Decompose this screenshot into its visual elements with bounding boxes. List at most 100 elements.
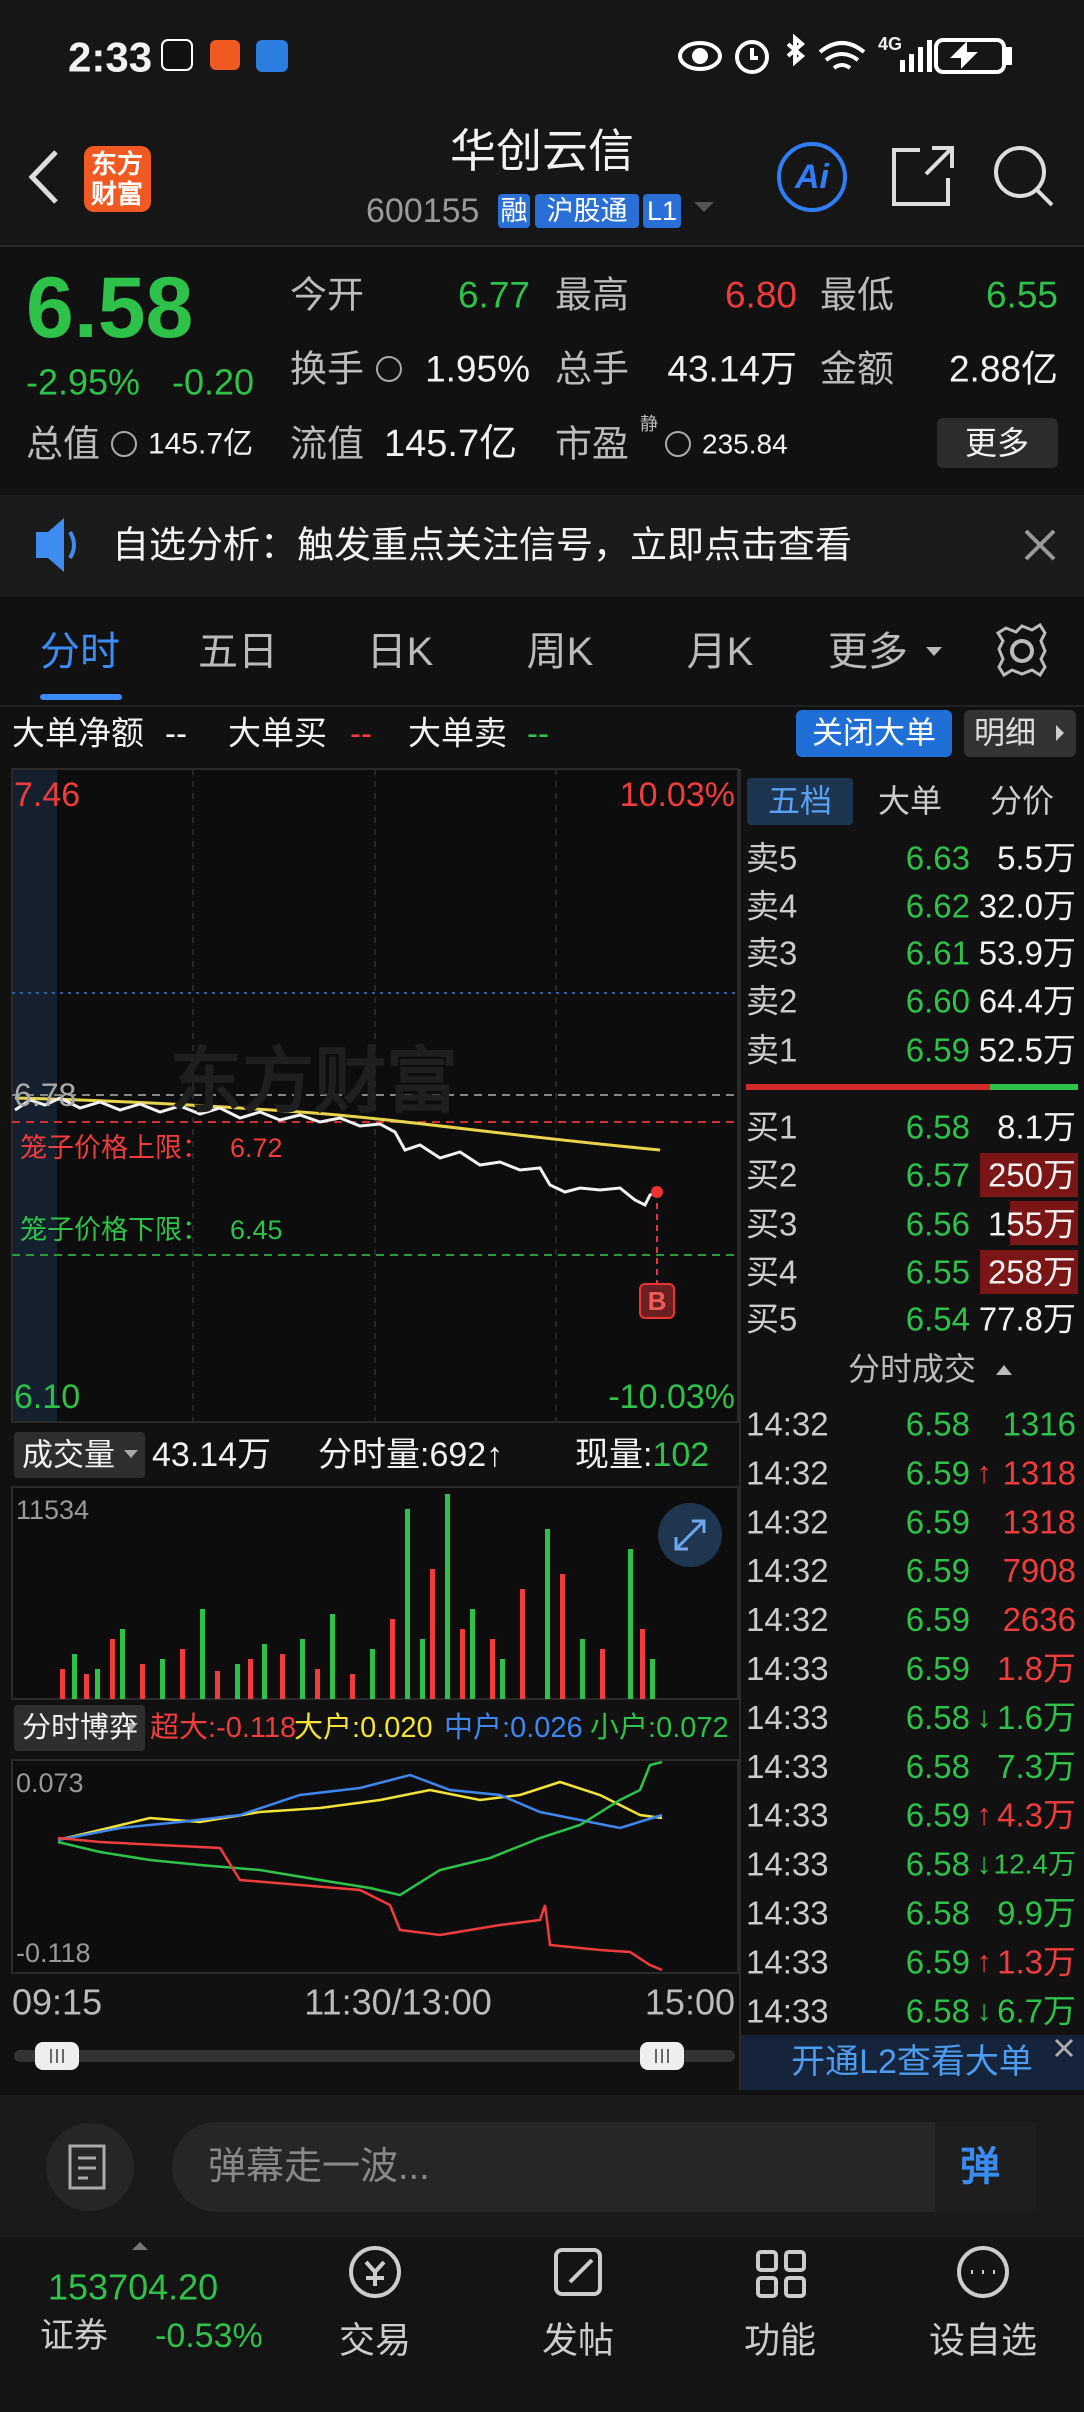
trade-price: 6.58 — [906, 1748, 970, 1785]
sort-icon — [996, 1365, 1012, 1375]
nav-item[interactable]: 交易 — [339, 2320, 411, 2361]
book-level: 卖3 — [746, 935, 797, 972]
close-banner[interactable] — [1054, 2038, 1074, 2058]
field-value: 6.77 — [458, 275, 530, 316]
trade-price: 6.59 — [906, 1454, 970, 1491]
book-price: 6.61 — [906, 935, 970, 972]
period-tab[interactable]: 周K — [527, 630, 594, 674]
volume-total: 43.14万 — [152, 1436, 271, 1474]
period-tab[interactable]: 分时 — [40, 630, 120, 674]
big-order-label: 大单买 — [228, 715, 327, 752]
volume-axis-max: 11534 — [16, 1495, 89, 1525]
book-volume: 77.8万 — [979, 1301, 1076, 1338]
trade-arrow: ↑ — [977, 1945, 992, 1978]
detail-arrow — [1056, 725, 1064, 741]
speaker-icon — [36, 518, 64, 572]
status-time: 2:33 — [68, 34, 152, 81]
trade-time: 14:33 — [746, 1846, 829, 1883]
trade-volume: 6.7万 — [997, 1992, 1076, 2029]
more-button[interactable] — [937, 418, 1058, 468]
super-large-line — [57, 1836, 663, 1972]
trade-volume: 1316 — [1003, 1406, 1076, 1443]
period-tab[interactable]: 五日 — [198, 630, 278, 674]
period-tab[interactable]: 月K — [687, 630, 754, 674]
danmaku-button[interactable] — [935, 2122, 1036, 2212]
close-notice[interactable] — [1024, 529, 1056, 561]
trade-time: 14:32 — [746, 1601, 829, 1638]
nav-item[interactable]: 功能 — [744, 2320, 816, 2361]
book-separator-red — [746, 1084, 990, 1090]
big-order-label: 大单净额 — [12, 715, 144, 752]
ai-label: Ai — [794, 158, 831, 196]
book-price: 6.57 — [906, 1157, 970, 1194]
volume-minute: 分时量:692↑ — [318, 1436, 503, 1474]
lower-limit-label: 笼子价格下限： — [20, 1215, 209, 1245]
book-tab[interactable]: 大单 — [878, 783, 942, 819]
volume-highlight — [1010, 1201, 1078, 1245]
l2-banner-bg[interactable] — [741, 2035, 1084, 2090]
detail-button[interactable] — [964, 710, 1076, 757]
trade-time: 14:33 — [746, 1992, 829, 2029]
share-button[interactable] — [892, 146, 954, 206]
period-tab[interactable]: 更多 — [828, 630, 908, 674]
book-volume: 155万 — [988, 1206, 1076, 1243]
buy-marker[interactable] — [639, 1283, 675, 1319]
price-axis-max: 7.46 — [14, 776, 80, 814]
field-value: 235.84 — [702, 429, 788, 460]
trade-arrow: ↓ — [977, 1701, 992, 1734]
game-item-part: 0.026 — [510, 1712, 583, 1744]
field-label: 最低 — [820, 275, 894, 316]
trades-title: 分时成交 — [848, 1351, 976, 1387]
trade-time: 14:33 — [746, 1895, 829, 1932]
book-tab[interactable]: 分价 — [990, 783, 1054, 819]
comment-input[interactable] — [172, 2122, 1036, 2212]
trade-time: 14:32 — [746, 1503, 829, 1540]
nav-item[interactable]: 发帖 — [542, 2320, 614, 2361]
game-axis-max: 0.073 — [16, 1768, 84, 1798]
game-selector: 分时博弈 — [22, 1711, 138, 1744]
game-item-part: 中户: — [444, 1711, 510, 1744]
app-icon — [210, 40, 240, 70]
game-selector-bg[interactable] — [14, 1705, 145, 1751]
trade-time: 14:33 — [746, 1699, 829, 1736]
game-item: 大户:0.020 — [294, 1711, 433, 1744]
field-label: 流值 — [290, 424, 364, 465]
dropdown-icon[interactable] — [694, 202, 714, 212]
big-order-value: -- — [350, 715, 372, 752]
app-icon — [256, 40, 288, 72]
book-price: 6.56 — [906, 1206, 970, 1243]
close-big-order-button[interactable] — [796, 710, 952, 757]
book-tab[interactable]: 五档 — [768, 783, 832, 819]
range-track[interactable] — [14, 2050, 735, 2062]
game-item: 超大:-0.118 — [150, 1711, 296, 1744]
marker-dot — [651, 1186, 663, 1198]
back-button[interactable] — [28, 150, 58, 204]
settings-button[interactable] — [995, 622, 1047, 678]
period-tab[interactable]: 日K — [367, 630, 434, 674]
status-icons — [678, 33, 1012, 74]
expand-arrow — [132, 2242, 148, 2250]
book-tab-active[interactable] — [747, 778, 853, 825]
upper-limit-value: 6.72 — [230, 1133, 283, 1163]
book-price: 6.62 — [906, 888, 970, 925]
book-price: 6.54 — [906, 1301, 970, 1338]
trade-volume: 9.9万 — [997, 1895, 1076, 1932]
game-item: 小户:0.072 — [590, 1711, 729, 1744]
book-volume: 53.9万 — [979, 935, 1076, 972]
l2-banner-text[interactable]: 开通L2查看大单 — [791, 2043, 1033, 2081]
change-amount: -0.20 — [172, 362, 254, 403]
logo-text: 东方 — [91, 149, 143, 179]
trade-price: 6.59 — [906, 1943, 970, 1980]
search-button[interactable] — [994, 146, 1054, 207]
ai-button[interactable] — [777, 142, 847, 212]
notice-bg[interactable] — [0, 495, 1084, 597]
game-item-part: 大户: — [294, 1711, 360, 1744]
volume-selector-bg[interactable] — [14, 1432, 145, 1478]
game-item-part: 0.072 — [656, 1712, 729, 1744]
dropdown-icon — [926, 647, 942, 656]
trade-price: 6.59 — [906, 1503, 970, 1540]
stock-tag-text: 融 — [501, 196, 528, 226]
nav-item[interactable]: 设自选 — [929, 2320, 1037, 2361]
field-value: 145.7亿 — [148, 428, 253, 461]
logo[interactable] — [84, 146, 151, 212]
